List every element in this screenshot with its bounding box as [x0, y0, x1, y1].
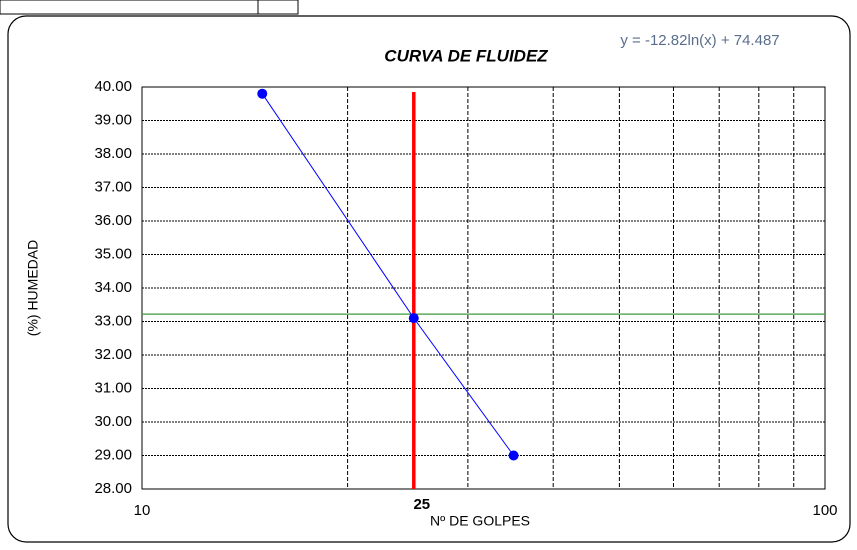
chart-frame	[7, 15, 851, 543]
reference-vline-label: 25	[413, 496, 430, 513]
y-axis-label: (%) HUMEDAD	[25, 240, 41, 336]
data-point	[408, 313, 419, 324]
y-tick-label: 35.00	[94, 245, 132, 262]
data-point	[508, 450, 519, 461]
y-tick-label: 28.00	[94, 480, 132, 497]
table-fragment	[0, 0, 299, 15]
plot-area	[141, 86, 826, 490]
y-tick-label: 36.00	[94, 212, 132, 229]
y-tick-label: 32.00	[94, 346, 132, 363]
y-tick-label: 34.00	[94, 279, 132, 296]
y-tick-label: 40.00	[94, 78, 132, 95]
y-tick-label: 33.00	[94, 312, 132, 329]
x-axis-label: Nº DE GOLPES	[430, 513, 530, 529]
x-tick-label: 10	[134, 502, 151, 519]
data-point	[257, 88, 268, 99]
trend-equation: y = -12.82ln(x) + 74.487	[620, 32, 779, 49]
y-tick-label: 31.00	[94, 379, 132, 396]
y-tick-label: 29.00	[94, 446, 132, 463]
y-tick-label: 38.00	[94, 145, 132, 162]
y-tick-label: 39.00	[94, 111, 132, 128]
chart-title: CURVA DE FLUIDEZ	[384, 46, 548, 65]
y-tick-label: 30.00	[94, 413, 132, 430]
x-tick-label: 100	[812, 502, 837, 519]
y-tick-label: 37.00	[94, 178, 132, 195]
